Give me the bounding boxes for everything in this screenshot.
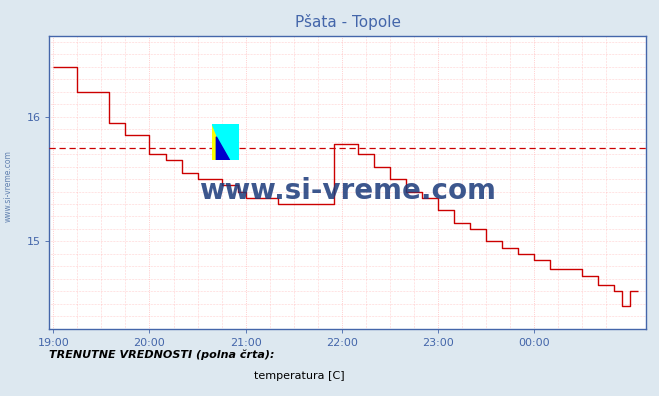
Text: www.si-vreme.com: www.si-vreme.com — [3, 150, 13, 222]
Text: temperatura [C]: temperatura [C] — [254, 371, 345, 381]
Polygon shape — [212, 124, 239, 160]
Text: www.si-vreme.com: www.si-vreme.com — [199, 177, 496, 205]
Polygon shape — [216, 137, 229, 160]
Polygon shape — [212, 124, 227, 160]
Text: TRENUTNE VREDNOSTI (polna črta):: TRENUTNE VREDNOSTI (polna črta): — [49, 350, 275, 360]
Title: Pšata - Topole: Pšata - Topole — [295, 14, 401, 30]
